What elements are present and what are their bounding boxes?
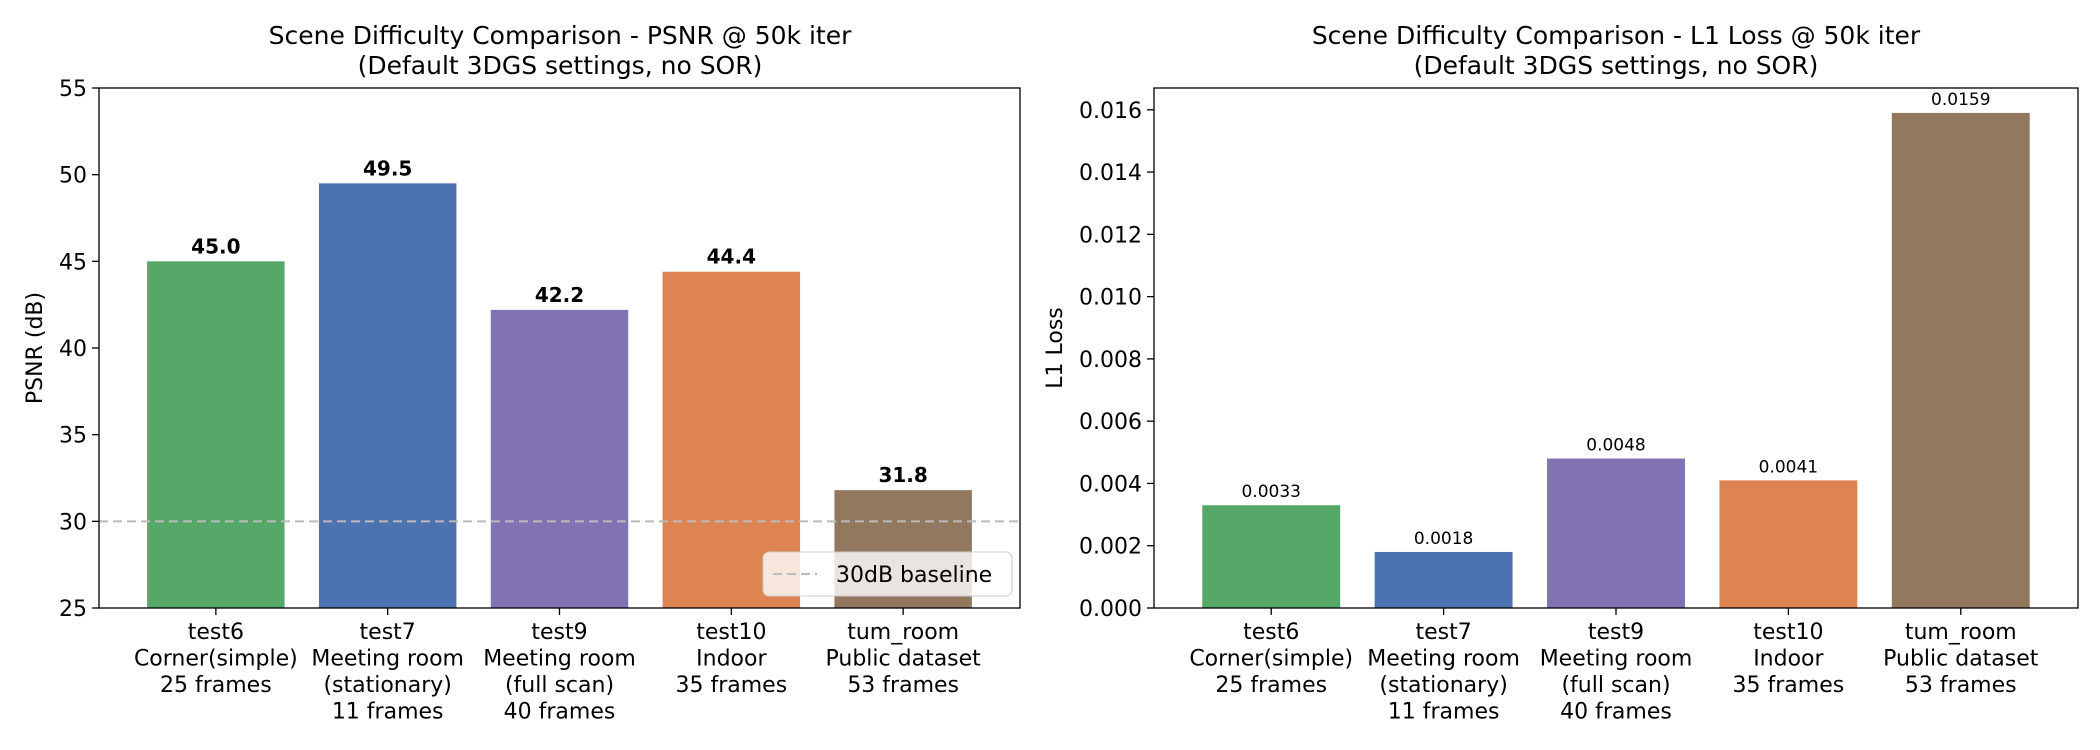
l1-y-tick-label: 0.012 — [1079, 223, 1142, 248]
l1-y-tick-label: 0.010 — [1079, 286, 1142, 311]
l1-loss-chart: Scene Difficulty Comparison - L1 Loss @ … — [1043, 21, 2079, 725]
l1-bar-tum_room — [1891, 112, 2030, 608]
psnr-bar-value-label: 49.5 — [363, 156, 412, 180]
psnr-x-tick-label: tum_room Public dataset 53 frames — [826, 620, 982, 698]
psnr-bar-value-label: 44.4 — [707, 245, 756, 269]
psnr-x-tick-label: test6 Corner(simple) 25 frames — [134, 620, 298, 698]
psnr-bar-value-label: 31.8 — [878, 463, 927, 487]
l1-x-tick-label: test7 Meeting room (stationary) 11 frames — [1367, 620, 1520, 725]
psnr-y-tick-label: 45 — [59, 250, 87, 275]
l1-y-tick-label: 0.000 — [1079, 597, 1142, 622]
psnr-x-tick-label: test9 Meeting room (full scan) 40 frames — [483, 620, 636, 725]
psnr-bar-value-label: 42.2 — [535, 283, 584, 307]
l1-x-tick-label: tum_room Public dataset 53 frames — [1883, 620, 2039, 698]
l1-x-tick-label: test9 Meeting room (full scan) 40 frames — [1540, 620, 1693, 725]
l1-bar-value-label: 0.0041 — [1759, 457, 1818, 477]
psnr-y-tick-label: 40 — [59, 337, 87, 362]
l1-bar-value-label: 0.0018 — [1414, 529, 1473, 549]
legend-baseline-label: 30dB baseline — [836, 563, 992, 588]
l1-marks: 0.000 0.002 0.004 0.006 0.008 0.010 0.012 0.014… — [1079, 90, 2039, 725]
l1-y-tick-label: 0.008 — [1079, 348, 1142, 373]
psnr-plot-frame — [98, 87, 1021, 609]
l1-bar-test7 — [1374, 551, 1513, 608]
psnr-chart-title: Scene Difficulty Comparison - PSNR @ 50k… — [269, 21, 852, 50]
l1-plot-frame — [1153, 87, 2079, 609]
l1-y-tick-label: 0.016 — [1079, 99, 1142, 124]
psnr-chart: Scene Difficulty Comparison - PSNR @ 50k… — [23, 21, 1021, 725]
l1-x-tick-label: test10 Indoor 35 frames — [1733, 620, 1845, 698]
psnr-x-tick-label: test10 Indoor 35 frames — [675, 620, 787, 698]
psnr-y-tick-label: 25 — [59, 597, 87, 622]
l1-chart-title: Scene Difficulty Comparison - L1 Loss @ … — [1312, 21, 1921, 50]
l1-y-tick-label: 0.006 — [1079, 410, 1142, 435]
psnr-bar-test9 — [490, 309, 629, 608]
l1-y-tick-label: 0.004 — [1079, 472, 1142, 497]
l1-bar-value-label: 0.0159 — [1931, 90, 1990, 110]
psnr-y-tick-label: 55 — [59, 77, 87, 102]
l1-bar-test10 — [1719, 480, 1858, 608]
l1-bar-value-label: 0.0033 — [1241, 482, 1300, 502]
l1-y-axis-label: L1 Loss — [1043, 307, 1068, 389]
l1-bar-test6 — [1202, 505, 1341, 608]
l1-chart-subtitle: (Default 3DGS settings, no SOR) — [1414, 51, 1819, 80]
l1-bar-test9 — [1547, 458, 1685, 608]
legend-box — [762, 551, 1013, 597]
l1-y-tick-label: 0.002 — [1079, 535, 1142, 560]
l1-y-tick-label: 0.014 — [1079, 161, 1142, 186]
psnr-y-tick-label: 35 — [59, 424, 87, 449]
l1-bar-value-label: 0.0048 — [1586, 436, 1645, 456]
psnr-bar-test7 — [318, 183, 457, 609]
psnr-bar-test6 — [147, 261, 285, 608]
psnr-bar-value-label: 45.0 — [191, 234, 240, 258]
legend: 30dB baseline — [762, 551, 1013, 597]
psnr-marks: 25 30 35 40 45 50 55 45.0 test6 Corner(simple) 25 … — [59, 77, 1020, 725]
psnr-y-axis-label: PSNR (dB) — [23, 292, 48, 404]
psnr-chart-subtitle: (Default 3DGS settings, no SOR) — [358, 51, 763, 80]
psnr-x-tick-label: test7 Meeting room (stationary) 11 frames — [311, 620, 464, 725]
psnr-y-tick-label: 50 — [59, 164, 87, 189]
psnr-y-tick-label: 30 — [59, 510, 87, 535]
l1-x-tick-label: test6 Corner(simple) 25 frames — [1189, 620, 1353, 698]
